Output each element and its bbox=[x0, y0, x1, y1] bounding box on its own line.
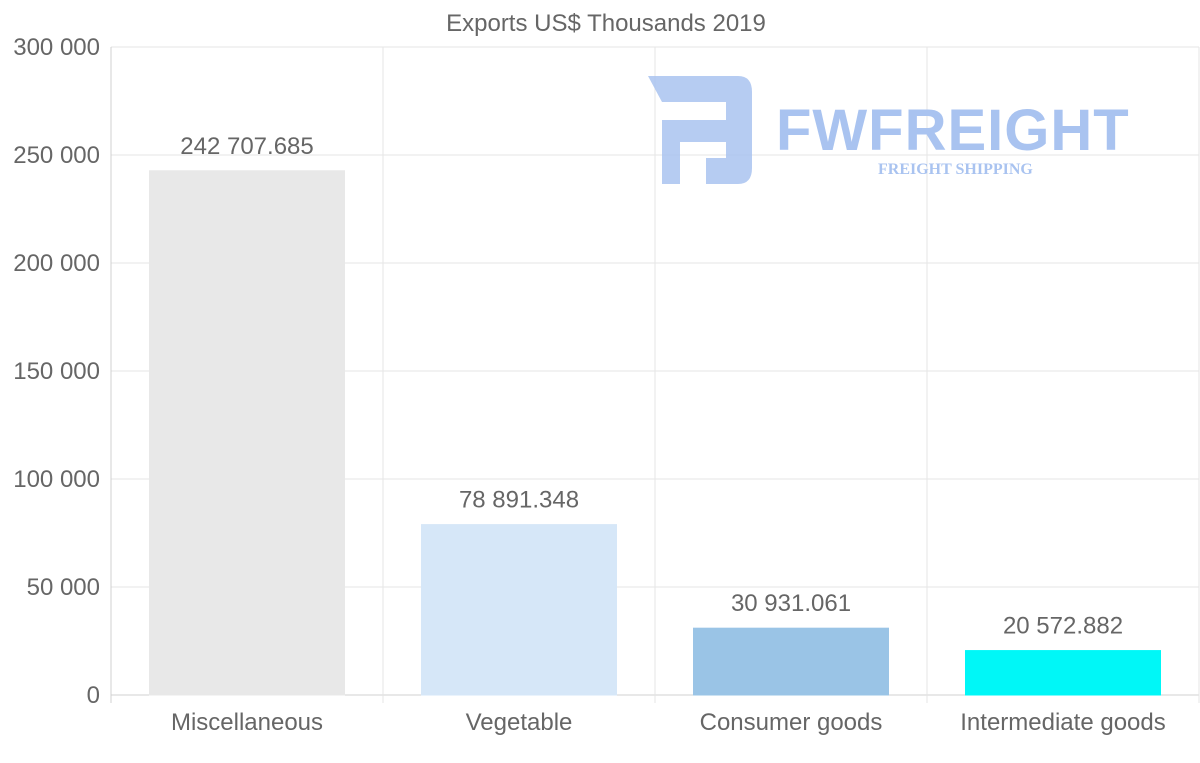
x-tick-label: Vegetable bbox=[466, 709, 573, 736]
data-label: 242 707.685 bbox=[180, 133, 313, 160]
y-tick-label: 50 000 bbox=[27, 574, 100, 601]
y-tick-label: 200 000 bbox=[13, 250, 100, 277]
data-label: 30 931.061 bbox=[731, 590, 851, 617]
bar-intermediate-goods bbox=[965, 650, 1161, 696]
y-tick-label: 300 000 bbox=[13, 34, 100, 61]
x-axis-ticks: Miscellaneous Vegetable Consumer goods Inte… bbox=[171, 709, 1166, 736]
fwfreight-watermark: FWFREIGHT FREIGHT SHIPPING bbox=[648, 76, 1130, 184]
y-tick-label: 100 000 bbox=[13, 466, 100, 493]
data-label: 78 891.348 bbox=[459, 487, 579, 514]
x-tick-label: Intermediate goods bbox=[960, 709, 1165, 736]
watermark-brand: FWFREIGHT bbox=[776, 98, 1130, 163]
x-tick-label: Miscellaneous bbox=[171, 709, 323, 736]
y-tick-label: 0 bbox=[87, 682, 100, 709]
bars bbox=[149, 170, 1161, 696]
y-tick-label: 250 000 bbox=[13, 142, 100, 169]
watermark-tagline: FREIGHT SHIPPING bbox=[878, 161, 1033, 178]
data-label: 20 572.882 bbox=[1003, 613, 1123, 640]
bar-consumer-goods bbox=[693, 627, 889, 696]
fwfreight-logo-icon bbox=[648, 76, 752, 184]
chart-title: Exports US$ Thousands 2019 bbox=[446, 10, 766, 37]
data-labels: 242 707.685 78 891.348 30 931.061 20 572.88… bbox=[180, 133, 1123, 640]
y-axis-ticks: 0 50 000 100 000 150 000 200 000 250 000 300 0… bbox=[13, 34, 100, 709]
bar-miscellaneous bbox=[149, 170, 345, 696]
bar-vegetable bbox=[421, 524, 617, 696]
x-tick-label: Consumer goods bbox=[700, 709, 883, 736]
y-tick-label: 150 000 bbox=[13, 358, 100, 385]
